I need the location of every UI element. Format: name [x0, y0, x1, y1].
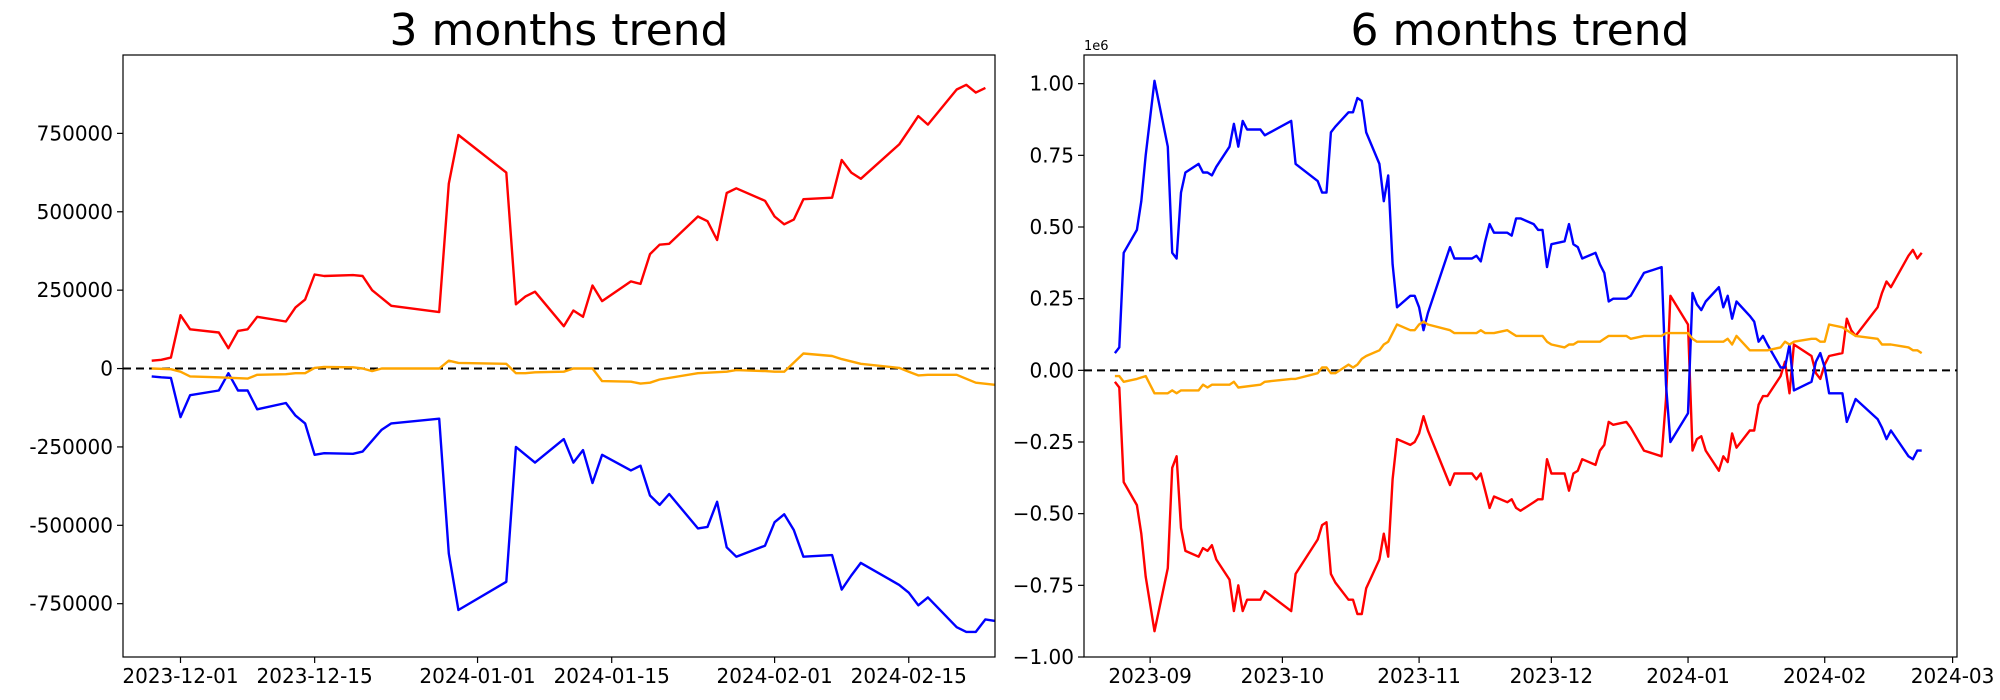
y-tick-label: 0	[100, 357, 113, 381]
x-tick-label: 2024-01-15	[554, 664, 670, 688]
axes: 2023-12-01 2023-12-15 2024-01-01 2024-01-15…	[29, 121, 966, 688]
axes-frame	[122, 54, 996, 658]
chart-3-months: 3 months trend 2023-12-01 2023-12-15 2024-…	[29, 5, 996, 688]
series-line-3	[1114, 320, 1923, 395]
y-tick-label: -500000	[29, 513, 113, 537]
x-tick-label: 2024-02	[1783, 664, 1867, 688]
y-offset-label: 1e6	[1084, 39, 1109, 54]
x-tick-label: 2023-11	[1377, 664, 1461, 688]
axes: 2023-09 2023-10 2023-11 2023-12 2024-01 2024-…	[1013, 72, 1995, 688]
y-tick-label: 0.25	[1029, 287, 1074, 311]
y-tick-label: -750000	[29, 592, 113, 616]
y-tick-label: −0.25	[1013, 430, 1074, 454]
y-tick-label: −0.50	[1013, 502, 1074, 526]
chart-title: 3 months trend	[390, 5, 729, 56]
y-tick-label: −0.75	[1013, 573, 1074, 597]
y-tick-label: 0.75	[1029, 143, 1074, 167]
x-tick-label: 2024-01-01	[419, 664, 535, 688]
y-tick-label: 750000	[37, 121, 113, 145]
x-tick-label: 2023-12-15	[257, 664, 373, 688]
chart-title: 6 months trend	[1351, 5, 1690, 56]
y-tick-label: 500000	[37, 200, 113, 224]
y-tick-label: 0.00	[1029, 358, 1074, 382]
x-tick-label: 2023-09	[1108, 664, 1192, 688]
x-tick-label: 2024-02-01	[716, 664, 832, 688]
y-tick-label: 250000	[37, 278, 113, 302]
series-line-2	[151, 372, 996, 634]
axes-frame	[1083, 54, 1958, 658]
plot-area	[123, 83, 996, 634]
y-tick-label: -250000	[29, 435, 113, 459]
x-tick-label: 2024-03	[1911, 664, 1995, 688]
chart-6-months: 6 months trend 1e6 2023-09 2023-10 2023-11…	[1013, 5, 1995, 688]
plot-area	[1084, 79, 1957, 633]
x-tick-label: 2023-12	[1510, 664, 1594, 688]
y-tick-label: 1.00	[1029, 72, 1074, 96]
x-tick-label: 2023-10	[1241, 664, 1325, 688]
series-line-3	[151, 352, 996, 386]
x-tick-label: 2024-02-15	[851, 664, 967, 688]
series-line-1	[151, 83, 986, 362]
series-line-2	[1113, 79, 1922, 461]
y-tick-label: −1.00	[1013, 645, 1074, 669]
y-tick-label: 0.50	[1029, 215, 1074, 239]
x-tick-label: 2024-01	[1646, 664, 1730, 688]
x-tick-label: 2023-12-01	[122, 664, 238, 688]
